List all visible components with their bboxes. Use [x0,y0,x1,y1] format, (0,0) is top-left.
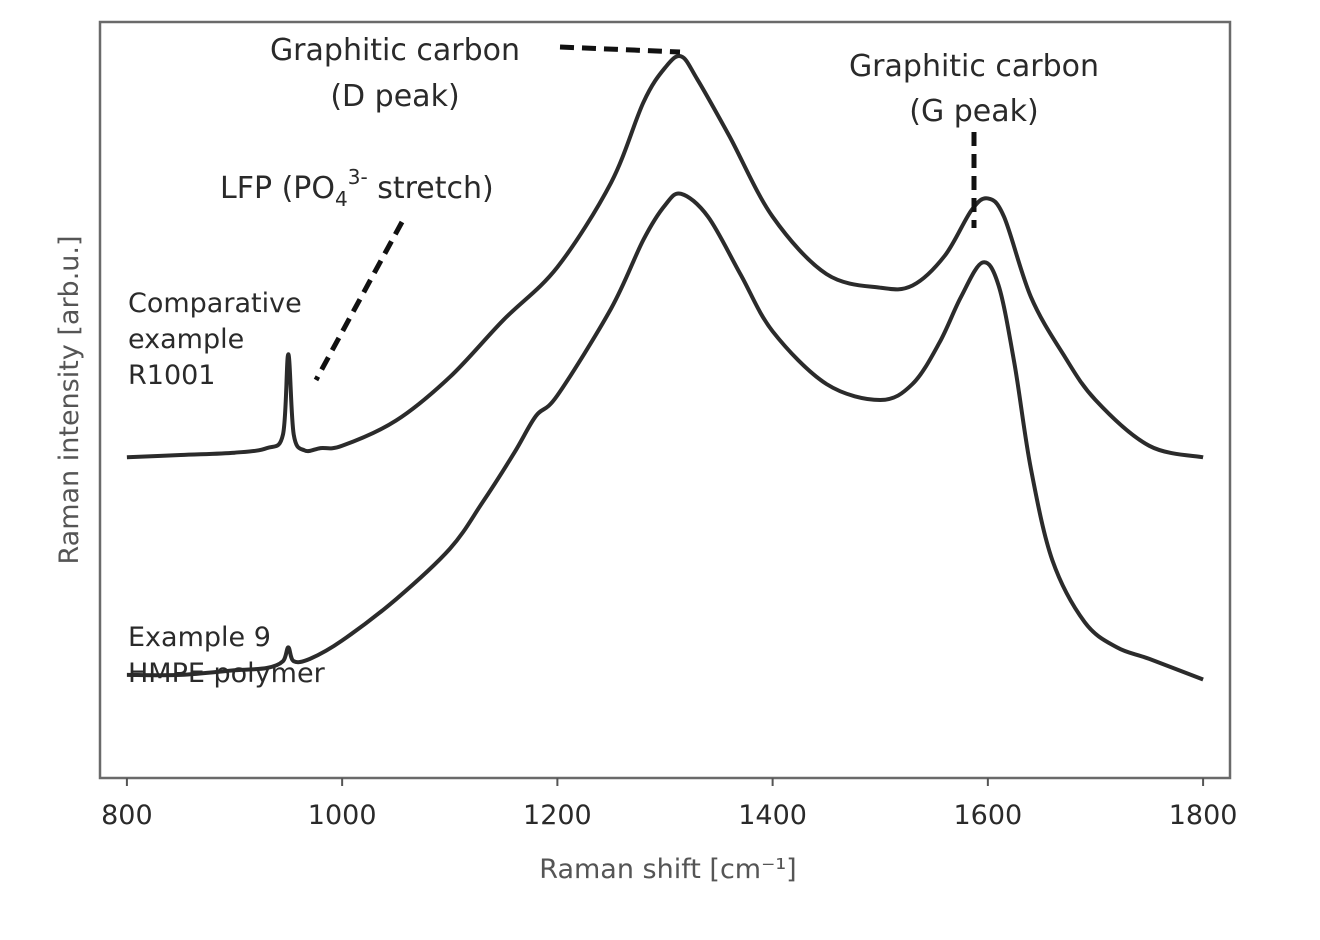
plot-frame [98,20,1232,780]
x-tick-label: 800 [101,800,153,831]
annotation-line: (D peak) [330,79,459,114]
series-label-comparative: Comparative example R1001 [128,288,302,391]
series-label-line: HMPE polymer [128,658,326,689]
series-curves [126,54,1204,682]
series-line-example9 [126,191,1204,682]
annotation-line: Graphitic carbon [270,33,520,68]
x-axis-ticks: 800 1000 1200 1400 1600 1800 [101,778,1237,831]
d-peak-leader [559,44,681,55]
lfp-leader [313,220,405,382]
annotation-lfp: LFP (PO43- stretch) [220,165,494,382]
lfp-text-main: LFP (PO [220,171,335,206]
x-tick-label: 1600 [953,800,1022,831]
x-tick-label: 1000 [308,800,377,831]
series-label-line: R1001 [128,360,215,391]
lfp-text-sub: 4 [335,187,348,211]
annotation-g-peak: Graphitic carbon (G peak) [849,49,1099,228]
x-tick-label: 1200 [523,800,592,831]
series-label-line: Example 9 [128,622,271,653]
x-tick-label: 1800 [1169,800,1238,831]
annotation-lfp-text: LFP (PO43- stretch) [220,165,494,211]
x-axis-label: Raman shift [cm⁻¹] [539,854,796,885]
series-label-example9: Example 9 HMPE polymer [128,622,326,689]
annotation-line: (G peak) [909,94,1038,129]
lfp-text-sup: 3- [348,165,368,189]
series-label-line: Comparative [128,288,302,319]
series-line-comparative [126,54,1204,460]
x-tick-label: 1400 [738,800,807,831]
series-label-line: example [128,324,244,355]
y-axis-label: Raman intensity [arb.u.] [54,235,85,564]
annotation-d-peak: Graphitic carbon (D peak) [270,33,681,114]
annotation-line: Graphitic carbon [849,49,1099,84]
lfp-text-tail: stretch) [368,171,494,206]
